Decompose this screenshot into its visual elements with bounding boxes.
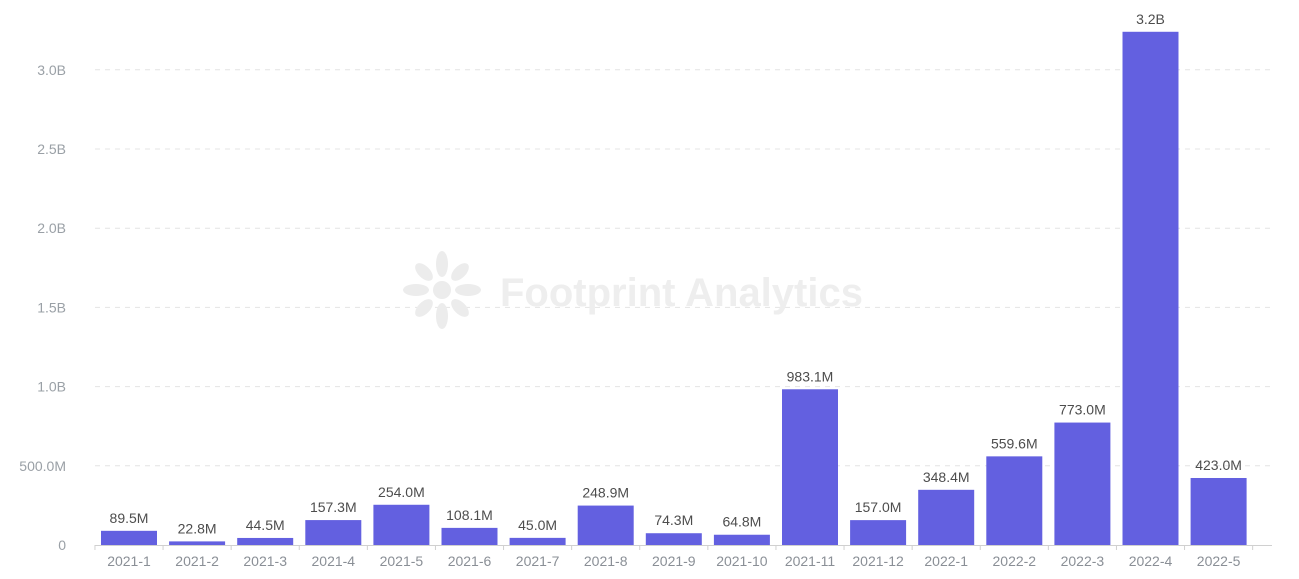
data-label: 559.6M: [991, 435, 1038, 451]
x-tick-label: 2022-3: [1061, 553, 1105, 569]
x-tick-label: 2021-5: [380, 553, 424, 569]
bar[interactable]: [645, 533, 702, 545]
y-tick-label: 1.0B: [37, 379, 66, 395]
x-tick-label: 2021-11: [785, 553, 836, 569]
data-label: 22.8M: [178, 520, 217, 536]
bar[interactable]: [305, 520, 362, 545]
bar[interactable]: [441, 527, 498, 545]
data-label: 74.3M: [654, 512, 693, 528]
data-label: 423.0M: [1195, 457, 1242, 473]
data-label: 89.5M: [110, 510, 149, 526]
data-label: 254.0M: [378, 484, 425, 500]
watermark: Footprint Analytics: [403, 251, 863, 329]
bar[interactable]: [1190, 477, 1247, 545]
data-label: 64.8M: [722, 514, 761, 530]
x-tick-label: 2021-2: [175, 553, 219, 569]
data-label: 983.1M: [787, 368, 834, 384]
bar[interactable]: [169, 541, 226, 545]
x-tick-label: 2022-4: [1129, 553, 1173, 569]
y-tick-label: 3.0B: [37, 62, 66, 78]
data-label: 348.4M: [923, 469, 970, 485]
x-tick-label: 2021-7: [516, 553, 560, 569]
bar[interactable]: [577, 505, 634, 545]
bar[interactable]: [1054, 422, 1111, 545]
y-tick-label: 2.5B: [37, 141, 66, 157]
data-label: 45.0M: [518, 517, 557, 533]
data-label: 773.0M: [1059, 402, 1106, 418]
x-tick-label: 2022-5: [1197, 553, 1241, 569]
bar[interactable]: [1122, 31, 1179, 546]
y-tick-label: 500.0M: [19, 458, 66, 474]
x-tick-label: 2022-2: [993, 553, 1037, 569]
x-tick-label: 2021-4: [312, 553, 356, 569]
bar[interactable]: [918, 489, 975, 545]
y-tick-label: 1.5B: [37, 299, 66, 315]
x-tick-label: 2021-9: [652, 553, 696, 569]
data-label: 157.3M: [310, 499, 357, 515]
data-label: 108.1M: [446, 507, 493, 523]
watermark-text: Footprint Analytics: [500, 271, 863, 315]
x-tick-label: 2021-3: [243, 553, 287, 569]
y-tick-label: 2.0B: [37, 220, 66, 236]
bar[interactable]: [101, 530, 157, 545]
x-tick-label: 2022-1: [924, 553, 968, 569]
data-label: 3.2B: [1136, 11, 1165, 27]
x-tick-label: 2021-1: [107, 553, 151, 569]
bar[interactable]: [986, 456, 1043, 545]
x-tick-label: 2021-6: [448, 553, 492, 569]
bar[interactable]: [782, 389, 838, 545]
bar[interactable]: [713, 534, 770, 545]
bar[interactable]: [850, 520, 907, 545]
y-axis-ticks: 0 500.0M 1.0B 1.5B 2.0B 2.5B 3.0B: [19, 62, 66, 553]
data-labels: 89.5M 22.8M 44.5M 157.3M 254.0M 108.1M 45.0M 24…: [110, 11, 1242, 537]
bars: [101, 31, 1247, 546]
x-tick-label: 2021-12: [852, 553, 904, 569]
data-label: 248.9M: [582, 485, 629, 501]
bar[interactable]: [509, 537, 566, 545]
x-tick-label: 2021-8: [584, 553, 628, 569]
footprint-logo-icon: [403, 251, 481, 329]
bar[interactable]: [237, 537, 294, 545]
y-tick-label: 0: [58, 537, 66, 553]
x-tick-label: 2021-10: [716, 553, 768, 569]
data-label: 157.0M: [855, 499, 902, 515]
data-label: 44.5M: [246, 517, 285, 533]
x-axis-ticks: 2021-1 2021-2 2021-3 2021-4 2021-5 2021-6 2021…: [94, 545, 1254, 569]
bar[interactable]: [373, 504, 430, 545]
